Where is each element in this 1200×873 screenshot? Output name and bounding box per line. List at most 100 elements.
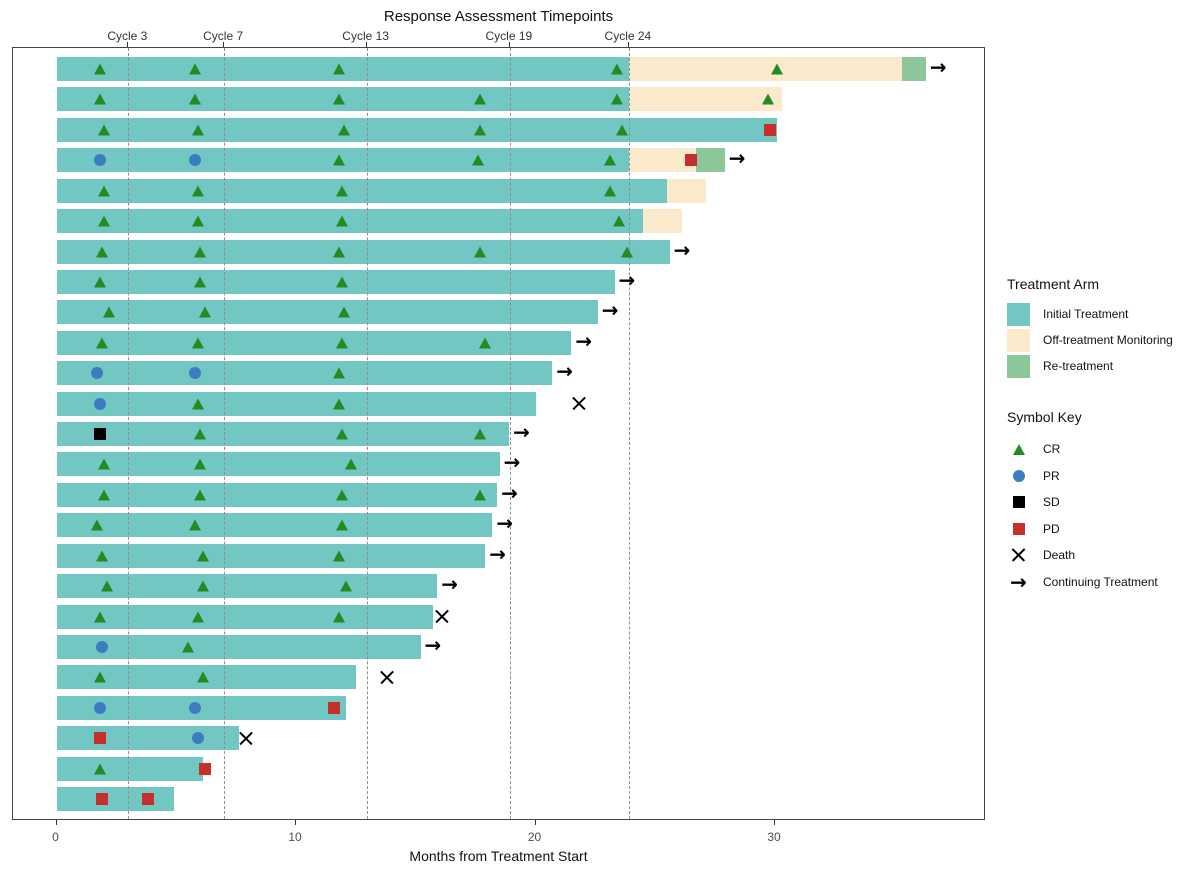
- marker-cr: [335, 428, 348, 440]
- continuing-treatment-marker: →: [425, 635, 442, 657]
- bar-segment-initial: [56, 209, 644, 234]
- bar-segment-off: [628, 57, 902, 81]
- pd-square-icon: [1012, 522, 1025, 535]
- cr-triangle-icon: [191, 124, 204, 136]
- x-axis-tick: [295, 820, 296, 825]
- x-axis-title: Months from Treatment Start: [409, 848, 588, 864]
- pr-circle-icon: [191, 732, 204, 745]
- cr-triangle-icon: [93, 611, 106, 623]
- pr-circle-icon: [93, 397, 106, 410]
- bar-segment-initial: [56, 391, 536, 416]
- cr-triangle-icon: [191, 611, 204, 623]
- bar-segment-initial: [56, 634, 421, 659]
- bar-segment-off: [667, 178, 706, 203]
- cr-triangle-icon: [615, 124, 628, 136]
- marker-cr: [603, 185, 616, 197]
- marker-cr: [196, 580, 209, 592]
- marker-cr: [474, 93, 487, 105]
- cr-triangle-icon: [189, 519, 202, 531]
- pr-circle-icon: [96, 640, 108, 653]
- marker-cr: [761, 93, 774, 105]
- bar-segment-off: [643, 209, 682, 234]
- continuing-arrow-icon: →: [496, 511, 514, 536]
- cr-triangle-icon: [194, 276, 207, 288]
- symbol-key-icon-cell: [1007, 522, 1030, 535]
- cr-triangle-icon: [333, 93, 346, 105]
- legend-swatch: [1007, 302, 1030, 326]
- death-x-icon: [380, 670, 395, 685]
- cr-triangle-icon: [1012, 443, 1025, 455]
- bar-segment-initial: [56, 452, 500, 477]
- bar-segment-re: [901, 57, 926, 81]
- marker-cr: [98, 215, 111, 227]
- plot-panel: → → → → → → → → → → → → → →: [12, 47, 985, 820]
- sd-square-icon: [1012, 496, 1025, 509]
- cr-triangle-icon: [103, 306, 116, 318]
- sd-square-icon: [93, 428, 106, 441]
- cr-triangle-icon: [340, 580, 353, 592]
- marker-cr: [191, 124, 204, 136]
- marker-cr: [189, 63, 202, 75]
- cr-triangle-icon: [335, 428, 348, 440]
- x-tick-label: 20: [527, 830, 542, 844]
- continuing-arrow-icon: →: [601, 298, 619, 323]
- symbol-key-legend-title: Symbol Key: [1007, 409, 1082, 425]
- top-axis-tick: [223, 42, 225, 47]
- continuing-treatment-marker: →: [441, 574, 458, 596]
- cr-triangle-icon: [100, 580, 113, 592]
- bar-segment-initial: [56, 756, 203, 781]
- cr-triangle-icon: [335, 519, 348, 531]
- bar-segment-initial: [56, 513, 493, 538]
- bar-segment-initial: [56, 117, 778, 142]
- marker-cr: [98, 489, 111, 501]
- marker-cr: [93, 63, 106, 75]
- treatment-arm-legend-items: Initial Treatment Off-treatment Monitorin…: [1007, 301, 1199, 379]
- symbol-key-icon-cell: →: [1007, 572, 1030, 592]
- continuing-treatment-marker: →: [674, 240, 691, 262]
- bar-segment-initial: [56, 726, 239, 751]
- marker-cr: [96, 246, 108, 258]
- cr-triangle-icon: [91, 519, 104, 531]
- pr-circle-icon: [93, 154, 106, 167]
- marker-cr: [93, 93, 106, 105]
- continuing-treatment-marker: →: [556, 361, 573, 383]
- continuing-arrow-icon: →: [618, 268, 636, 293]
- continuing-treatment-marker: →: [513, 422, 530, 444]
- top-axis-tick: [627, 42, 629, 47]
- cr-triangle-icon: [196, 671, 209, 683]
- cr-triangle-icon: [194, 246, 207, 258]
- cr-triangle-icon: [96, 337, 108, 349]
- cr-triangle-icon: [333, 398, 346, 410]
- marker-cr: [96, 337, 108, 349]
- legend-swatch: [1007, 328, 1030, 352]
- continuing-arrow-icon: →: [441, 572, 459, 597]
- marker-cr: [100, 580, 113, 592]
- marker-cr: [333, 246, 346, 258]
- marker-pr: [189, 367, 202, 380]
- symbol-key-icon-cell: [1007, 496, 1030, 509]
- cycle-label: Cycle 19: [485, 29, 533, 43]
- continuing-treatment-marker: →: [489, 544, 506, 566]
- marker-cr: [335, 185, 348, 197]
- top-axis-tick: [508, 42, 510, 47]
- symbol-key-item-death: Death: [1007, 542, 1199, 569]
- cr-triangle-icon: [603, 185, 616, 197]
- marker-cr: [191, 185, 204, 197]
- marker-cr: [335, 276, 348, 288]
- cr-triangle-icon: [474, 124, 487, 136]
- cr-triangle-icon: [474, 246, 487, 258]
- symbol-key-item-pr: PR: [1007, 463, 1199, 490]
- continuing-arrow-icon: →: [673, 237, 691, 262]
- marker-cr: [98, 458, 111, 470]
- pr-circle-icon: [189, 701, 202, 714]
- marker-cr: [479, 337, 492, 349]
- cr-triangle-icon: [333, 367, 346, 379]
- marker-cr: [771, 63, 784, 75]
- marker-cr: [474, 246, 487, 258]
- bar-segment-initial: [56, 422, 510, 447]
- marker-pd: [328, 701, 341, 714]
- continuing-arrow-icon: →: [1010, 569, 1027, 594]
- marker-cr: [93, 671, 106, 683]
- cr-triangle-icon: [182, 641, 195, 653]
- continuing-arrow-icon: →: [728, 146, 746, 171]
